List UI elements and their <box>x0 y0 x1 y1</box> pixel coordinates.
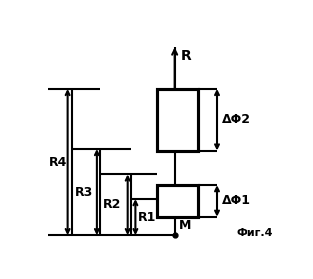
Text: R3: R3 <box>75 186 94 199</box>
Bar <box>157 185 198 217</box>
Text: ΔΦ2: ΔΦ2 <box>223 113 251 126</box>
Text: R4: R4 <box>49 156 67 169</box>
Text: Фиг.4: Фиг.4 <box>236 228 273 237</box>
Text: R2: R2 <box>103 198 121 211</box>
Text: ΔΦ1: ΔΦ1 <box>223 194 251 208</box>
Text: M: M <box>178 219 191 232</box>
Bar <box>157 89 198 150</box>
Text: R: R <box>181 49 192 63</box>
Text: R1: R1 <box>138 211 156 224</box>
